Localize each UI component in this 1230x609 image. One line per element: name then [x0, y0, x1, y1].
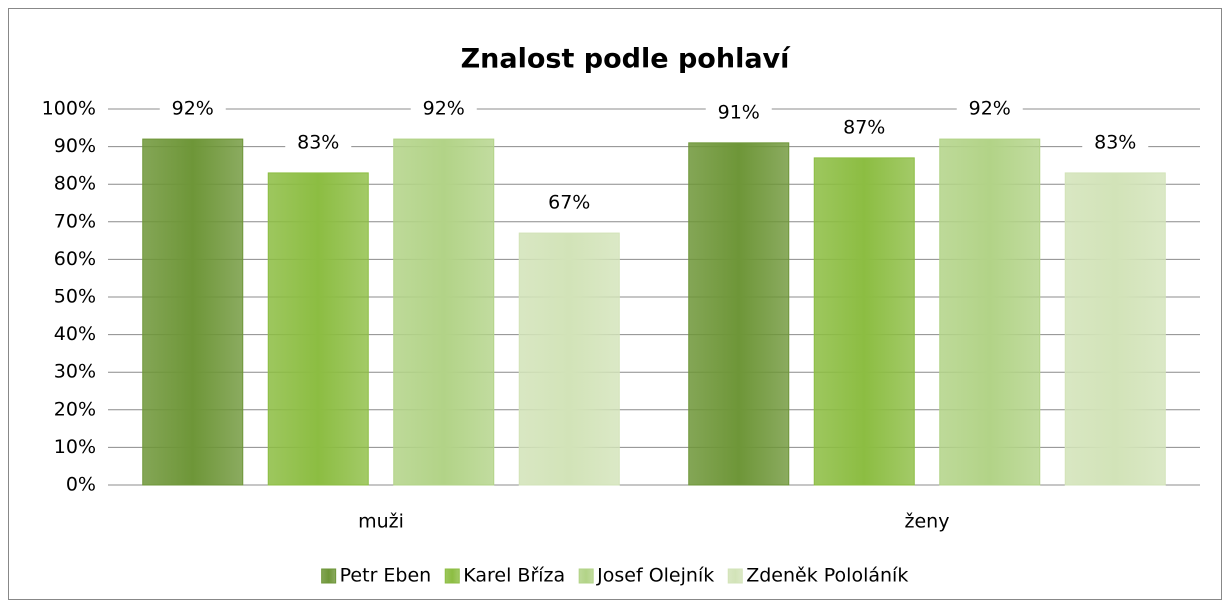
y-tick-label: 50% — [54, 286, 96, 308]
legend-label: Petr Eben — [340, 565, 432, 587]
label-bg — [956, 96, 1023, 123]
label-bg — [285, 129, 352, 156]
data-label: 92% — [172, 98, 214, 120]
y-tick-label: 0% — [66, 474, 96, 496]
data-label: 83% — [1094, 131, 1136, 153]
bar — [518, 232, 620, 486]
bar — [939, 138, 1041, 486]
legend-label: Josef Olejník — [596, 565, 714, 587]
data-label: 92% — [423, 98, 465, 120]
label-bg — [831, 114, 898, 141]
label-bg — [536, 190, 603, 217]
label-bg — [159, 96, 226, 123]
bar — [1064, 172, 1166, 486]
y-tick-label: 40% — [54, 323, 96, 345]
legend-label: Zdeněk Pololáník — [746, 565, 908, 587]
bar — [142, 138, 244, 486]
y-tick-label: 90% — [54, 135, 96, 157]
data-label: 67% — [548, 192, 590, 214]
data-label: 91% — [718, 101, 760, 123]
y-tick-label: 100% — [42, 98, 96, 120]
label-bg — [1082, 129, 1149, 156]
bar — [688, 142, 790, 486]
legend-swatch — [444, 568, 460, 584]
bar — [813, 157, 915, 486]
y-tick-label: 70% — [54, 210, 96, 232]
y-tick-label: 30% — [54, 361, 96, 383]
y-tick-label: 10% — [54, 436, 96, 458]
legend-swatch — [727, 568, 743, 584]
data-label: 87% — [843, 116, 885, 138]
data-label: 83% — [297, 131, 339, 153]
label-bg — [410, 96, 477, 123]
legend-swatch — [321, 568, 337, 584]
legend-swatch — [578, 568, 594, 584]
bar — [267, 172, 369, 486]
chart-title: Znalost podle pohlaví — [461, 44, 792, 75]
y-tick-label: 20% — [54, 398, 96, 420]
x-tick-label: ženy — [905, 511, 950, 533]
x-tick-label: muži — [358, 511, 404, 533]
y-tick-label: 60% — [54, 248, 96, 270]
y-tick-label: 80% — [54, 173, 96, 195]
label-bg — [705, 99, 772, 126]
bar — [393, 138, 495, 486]
legend-label: Karel Bříza — [463, 565, 565, 587]
data-label: 92% — [969, 98, 1011, 120]
